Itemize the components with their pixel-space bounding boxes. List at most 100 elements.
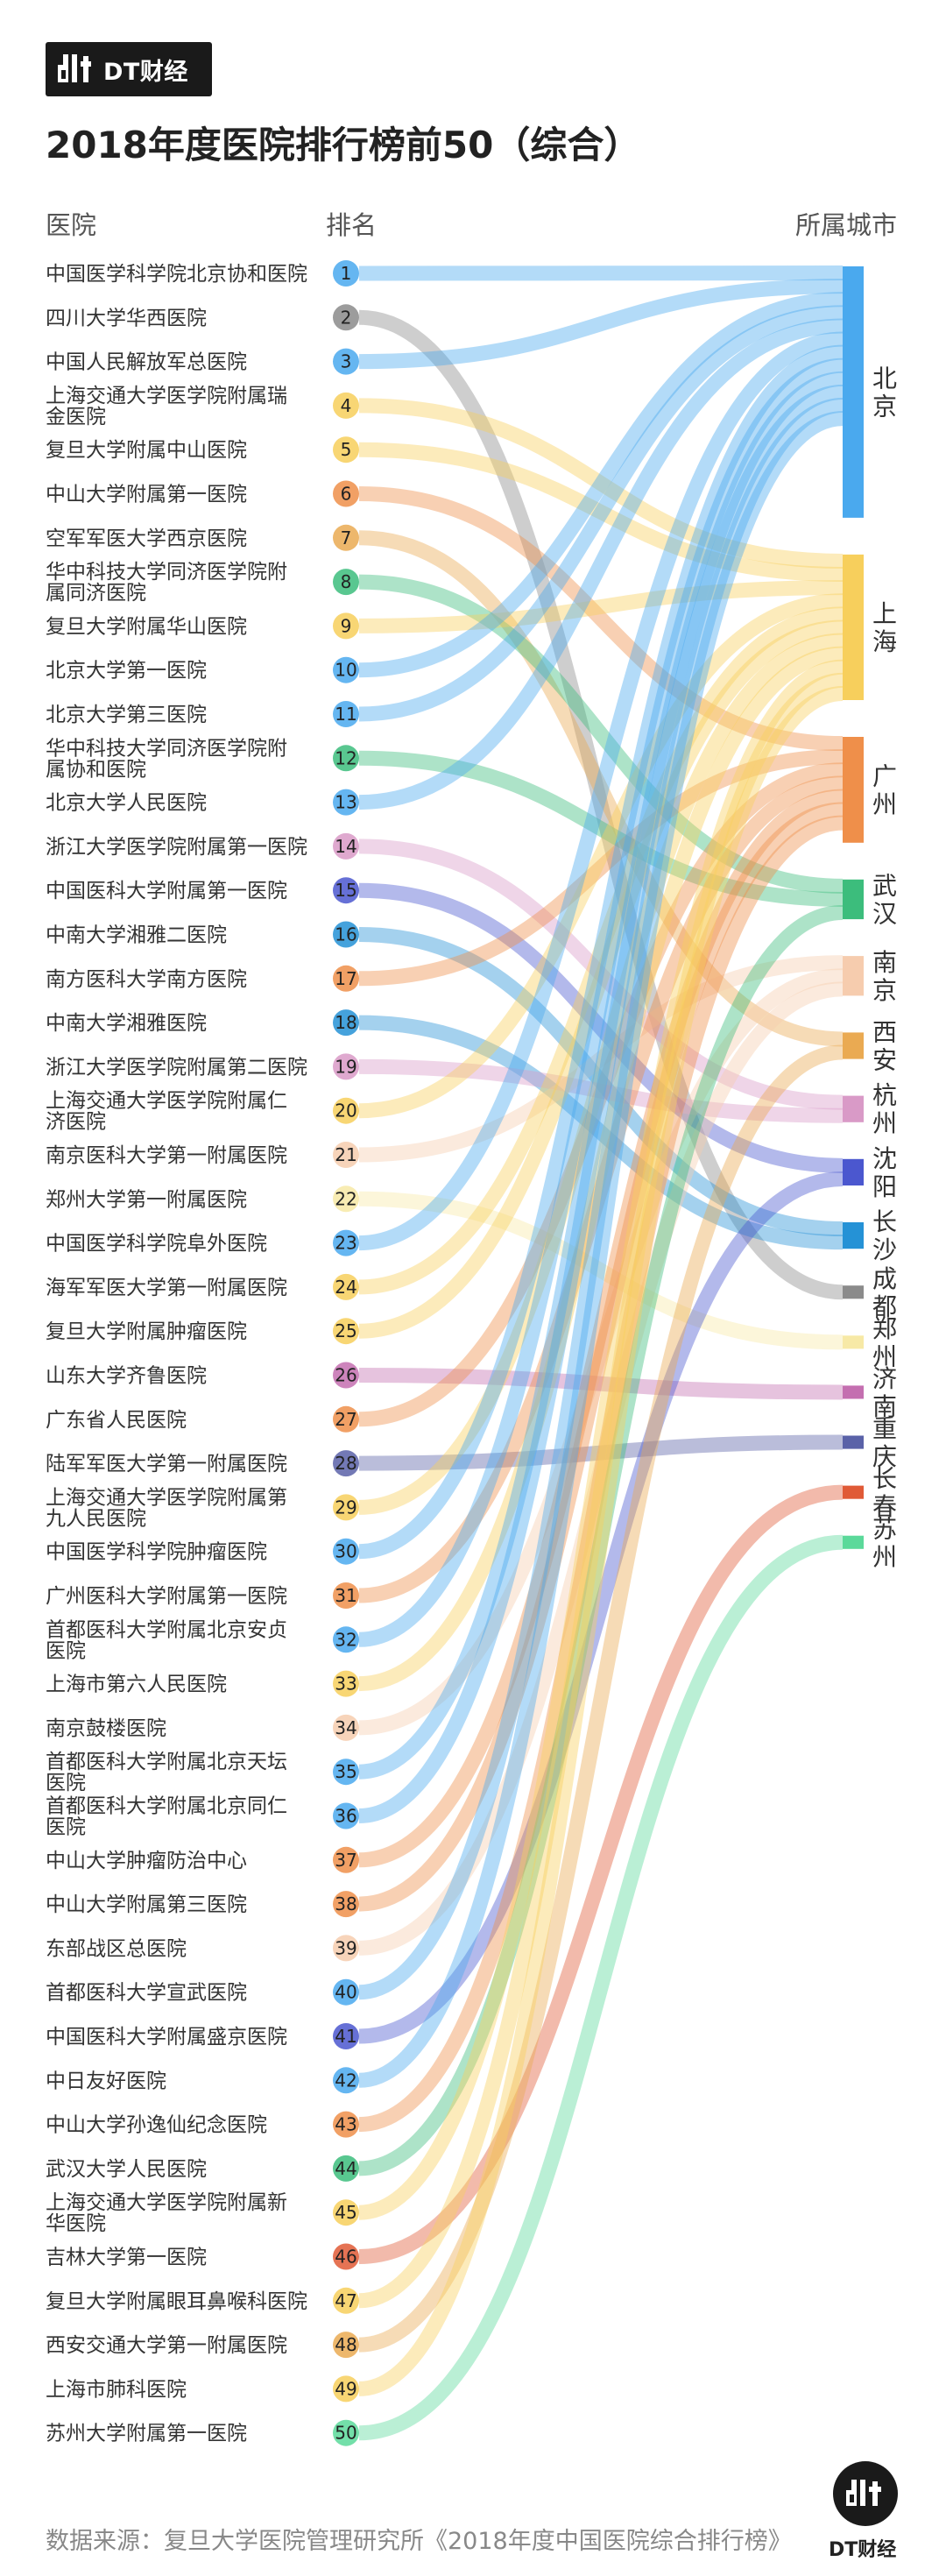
city-label-char: 长 <box>872 1464 897 1493</box>
hospital-label-line: 中山大学附属第一医院 <box>46 484 247 506</box>
hospital-label-line: 中国医学科学院北京协和医院 <box>46 263 307 286</box>
hospital-labels: 中国医学科学院北京协和医院四川大学华西医院中国人民解放军总医院上海交通大学医学院… <box>46 263 307 2445</box>
rank-badge <box>333 348 359 375</box>
hospital-label-line: 属同济医院 <box>46 582 146 605</box>
rank-badge <box>333 745 359 772</box>
hospital-label-line: 属协和医院 <box>46 758 146 781</box>
rank-badge <box>333 701 359 727</box>
flow-link <box>358 749 844 987</box>
flow-link <box>358 968 844 1736</box>
rank-badge <box>333 1670 359 1697</box>
hospital-label-line: 华中科技大学同济医学院附 <box>46 561 287 584</box>
flow-link <box>358 750 844 907</box>
rank-badge <box>333 1935 359 1962</box>
hospital-label-line: 中国医学科学院阜外医院 <box>46 1233 267 1256</box>
rank-badge <box>333 260 359 287</box>
hospital-label: 四川大学华西医院 <box>46 307 207 329</box>
hospital-label-line: 北京大学第一医院 <box>46 660 207 683</box>
hospital-label-line: 上海交通大学医学院附属新 <box>46 2191 287 2214</box>
rank-badge <box>333 789 359 816</box>
rank-number: 38 <box>335 1893 357 1914</box>
rank-badge <box>333 2067 359 2094</box>
flow-link <box>358 981 844 1956</box>
rank-number: 24 <box>335 1277 357 1298</box>
rank-number: 18 <box>335 1012 357 1033</box>
rank-number: 15 <box>335 880 357 901</box>
flow-link <box>358 1058 844 1123</box>
hospital-label-line: 中山大学肿瘤防治中心 <box>46 1850 247 1872</box>
rank-badge <box>333 1582 359 1609</box>
city-label-char: 武 <box>872 871 897 900</box>
rank-number: 26 <box>335 1365 357 1386</box>
city-label: 北京 <box>872 364 897 421</box>
rank-badge <box>333 2243 359 2270</box>
city-node <box>843 266 864 518</box>
rank-number: 17 <box>335 968 357 989</box>
flow-link <box>358 357 844 1647</box>
flow-link <box>358 398 844 569</box>
hospital-label: 北京大学人民医院 <box>46 792 207 815</box>
city-label-char: 沙 <box>872 1235 897 1264</box>
hospital-label: 广东省人民医院 <box>46 1409 187 1432</box>
rank-badge <box>333 612 359 640</box>
flow-link <box>358 905 844 2176</box>
hospital-label: 武汉大学人民医院 <box>46 2158 207 2181</box>
city-node <box>843 1095 864 1122</box>
hospital-label-line: 郑州大学第一附属医院 <box>46 1188 247 1211</box>
hospital-label-line: 中南大学湘雅二医院 <box>46 924 227 947</box>
rank-badge <box>333 1626 359 1653</box>
flow-link <box>358 1015 844 1250</box>
hospital-label-line: 首都医科大学附属北京同仁 <box>46 1795 287 1818</box>
rank-badge <box>333 1538 359 1565</box>
hospital-label-line: 中山大学孙逸仙纪念医院 <box>46 2114 267 2137</box>
hospital-label: 上海市肺科医院 <box>46 2378 187 2401</box>
hospital-label: 复旦大学附属眼耳鼻喉科医院 <box>46 2290 307 2313</box>
rank-badge <box>333 2332 359 2359</box>
rank-number: 37 <box>335 1850 357 1871</box>
hospital-label-line: 中山大学附属第三医院 <box>46 1893 247 1916</box>
rank-number: 8 <box>341 571 352 592</box>
flow-link <box>358 882 844 1173</box>
rank-badge <box>333 1846 359 1873</box>
hospital-label: 中国医科大学附属盛京医院 <box>46 2026 287 2049</box>
rank-badge <box>333 480 359 507</box>
hospital-label-line: 苏州大学附属第一医院 <box>46 2423 247 2445</box>
city-label-char: 广 <box>872 761 897 790</box>
rank-badge <box>333 2287 359 2314</box>
rank-number: 25 <box>335 1320 357 1341</box>
hospital-label: 陆军军医大学第一附属医院 <box>46 1453 287 1476</box>
rank-badge <box>333 1185 359 1213</box>
chart-title: 2018年度医院排行榜前50（综合） <box>46 124 641 166</box>
rank-badges: 1234567891011121314151617181920212223242… <box>333 260 359 2446</box>
flow-link <box>358 593 844 1119</box>
hospital-label-line: 浙江大学医学院附属第二医院 <box>46 1056 307 1079</box>
hospital-label: 浙江大学医学院附属第二医院 <box>46 1056 307 1079</box>
rank-number: 30 <box>335 1541 357 1562</box>
hospital-label-line: 医院 <box>46 1772 86 1794</box>
city-node <box>843 1285 864 1299</box>
flow-link <box>358 331 844 1251</box>
rank-number: 28 <box>335 1453 357 1474</box>
hospital-label: 首都医科大学宣武医院 <box>46 1982 247 2005</box>
flow-link <box>358 411 844 2088</box>
hospital-label: 上海交通大学医学院附属第九人民医院 <box>46 1486 287 1530</box>
hospital-label-line: 陆军军医大学第一附属医院 <box>46 1453 287 1476</box>
rank-badge <box>333 1891 359 1918</box>
hospital-label: 中山大学肿瘤防治中心 <box>46 1850 247 1872</box>
flow-link <box>358 574 844 894</box>
flow-link <box>358 775 844 1603</box>
city-node <box>843 1535 864 1549</box>
flow-link <box>358 685 844 2396</box>
rank-badge <box>333 2375 359 2403</box>
flow-link <box>358 292 844 678</box>
city-label-char: 南 <box>872 1392 897 1421</box>
hospital-label: 中国人民解放军总医院 <box>46 351 247 374</box>
hospital-label: 海军军医大学第一附属医院 <box>46 1277 287 1299</box>
hospital-label-line: 海军军医大学第一附属医院 <box>46 1277 287 1299</box>
city-label: 南京 <box>872 948 897 1005</box>
rank-badge <box>333 1802 359 1829</box>
rank-badge <box>333 1978 359 2006</box>
rank-number: 44 <box>335 2158 357 2179</box>
rank-number: 5 <box>341 439 352 460</box>
hospital-label: 华中科技大学同济医学院附属协和医院 <box>46 737 287 781</box>
